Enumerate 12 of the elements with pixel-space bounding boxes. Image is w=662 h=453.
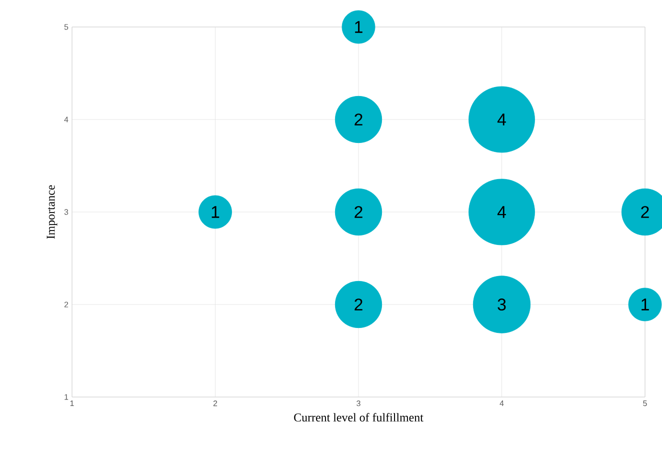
annotation: 2 [354, 114, 362, 126]
annotation: 4 [497, 206, 506, 218]
annotation: 1 [212, 206, 220, 218]
annotation: 2 [641, 206, 649, 218]
annotation: 3 [498, 298, 506, 310]
annotation: 4 [497, 114, 506, 126]
annotation: 1 [642, 298, 649, 310]
y-axis-title: Importance [46, 185, 58, 239]
annotation: 2 [354, 298, 362, 310]
annotation: 2 [354, 206, 362, 218]
annotation: 1 [355, 21, 362, 33]
x-axis-title: Current level of fulfillment [294, 413, 424, 422]
